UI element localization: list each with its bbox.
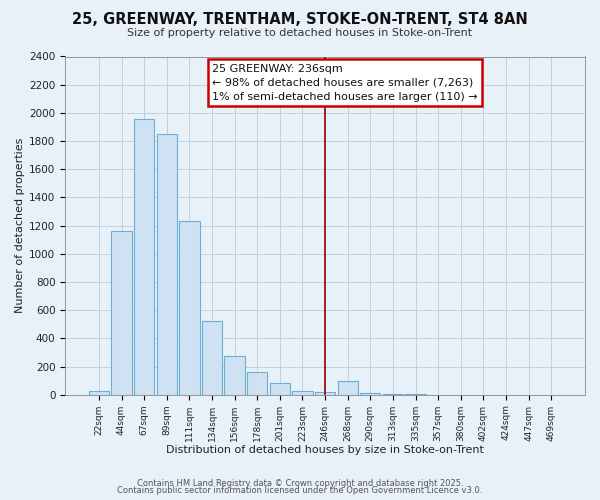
Bar — [179, 222, 200, 394]
Bar — [112, 232, 132, 394]
Bar — [157, 134, 177, 394]
Text: Contains HM Land Registry data © Crown copyright and database right 2025.: Contains HM Land Registry data © Crown c… — [137, 478, 463, 488]
Bar — [315, 392, 335, 394]
Bar — [134, 118, 154, 394]
Y-axis label: Number of detached properties: Number of detached properties — [15, 138, 25, 314]
Bar — [202, 322, 222, 394]
Bar — [292, 390, 313, 394]
Bar — [89, 391, 109, 394]
Bar — [338, 380, 358, 394]
Text: Contains public sector information licensed under the Open Government Licence v3: Contains public sector information licen… — [118, 486, 482, 495]
Text: Size of property relative to detached houses in Stoke-on-Trent: Size of property relative to detached ho… — [127, 28, 473, 38]
Text: 25 GREENWAY: 236sqm
← 98% of detached houses are smaller (7,263)
1% of semi-deta: 25 GREENWAY: 236sqm ← 98% of detached ho… — [212, 64, 478, 102]
Bar — [269, 383, 290, 394]
Text: 25, GREENWAY, TRENTHAM, STOKE-ON-TRENT, ST4 8AN: 25, GREENWAY, TRENTHAM, STOKE-ON-TRENT, … — [72, 12, 528, 28]
Bar — [224, 356, 245, 395]
X-axis label: Distribution of detached houses by size in Stoke-on-Trent: Distribution of detached houses by size … — [166, 445, 484, 455]
Bar — [247, 372, 268, 394]
